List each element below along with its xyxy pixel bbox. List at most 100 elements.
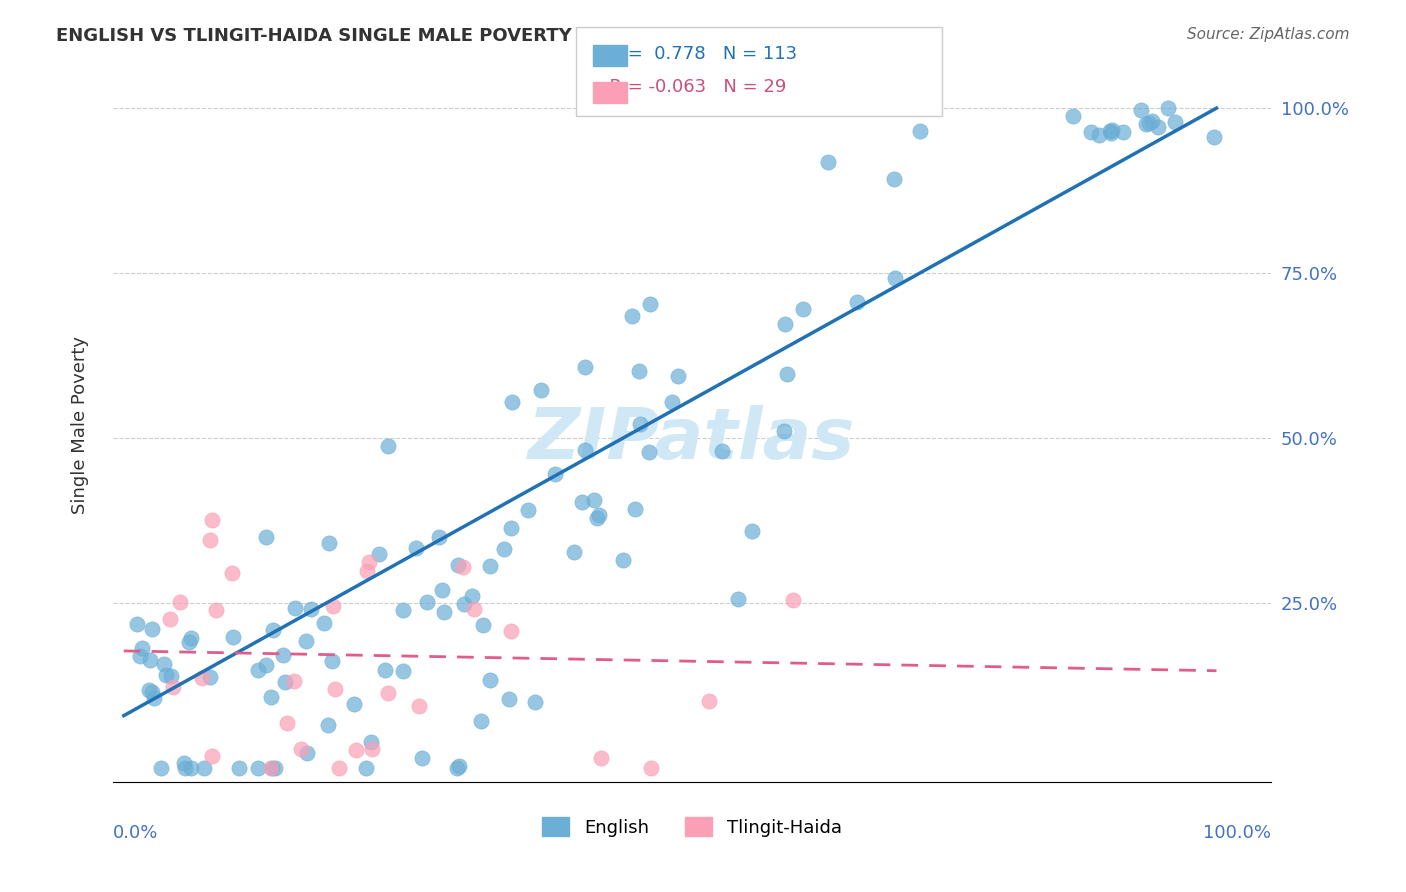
Point	[271, 648, 294, 663]
Point	[321, 654, 343, 668]
Point	[254, 530, 277, 544]
Point	[274, 675, 297, 690]
Point	[845, 295, 868, 310]
Point	[131, 641, 153, 656]
Point	[1112, 125, 1135, 139]
Point	[318, 536, 340, 550]
Point	[392, 664, 415, 678]
Point	[290, 742, 312, 756]
Point	[638, 445, 661, 459]
Point	[627, 364, 650, 378]
Point	[782, 592, 804, 607]
Point	[360, 735, 382, 749]
Point	[356, 564, 378, 578]
Point	[447, 759, 470, 773]
Point	[276, 715, 298, 730]
Point	[427, 530, 450, 544]
Point	[125, 617, 148, 632]
Point	[588, 508, 610, 523]
Point	[221, 566, 243, 580]
Point	[295, 746, 318, 760]
Point	[640, 761, 662, 775]
Point	[367, 547, 389, 561]
Point	[1129, 103, 1152, 118]
Point	[710, 444, 733, 458]
Point	[301, 602, 323, 616]
Point	[499, 521, 522, 535]
Point	[1147, 120, 1170, 134]
Point	[1140, 114, 1163, 128]
Point	[910, 124, 932, 138]
Point	[357, 555, 380, 569]
Y-axis label: Single Male Poverty: Single Male Poverty	[72, 336, 89, 514]
Point	[589, 751, 612, 765]
Point	[143, 691, 166, 706]
Text: Source: ZipAtlas.com: Source: ZipAtlas.com	[1187, 27, 1350, 42]
Point	[776, 368, 799, 382]
Point	[1164, 115, 1187, 129]
Point	[322, 599, 344, 613]
Point	[501, 394, 523, 409]
Point	[138, 683, 160, 698]
Point	[1099, 123, 1122, 137]
Point	[516, 503, 538, 517]
Point	[374, 663, 396, 677]
Point	[316, 718, 339, 732]
Point	[377, 686, 399, 700]
Point	[180, 632, 202, 646]
Point	[624, 501, 647, 516]
Point	[585, 511, 607, 525]
Legend: English, Tlingit-Haida: English, Tlingit-Haida	[536, 810, 849, 844]
Point	[141, 685, 163, 699]
Point	[162, 680, 184, 694]
Point	[582, 493, 605, 508]
Point	[153, 657, 176, 672]
Point	[1062, 109, 1084, 123]
Point	[446, 761, 468, 775]
Point	[159, 669, 181, 683]
Point	[498, 692, 520, 706]
Point	[377, 439, 399, 453]
Point	[432, 583, 454, 598]
Point	[492, 542, 515, 557]
Point	[1088, 128, 1111, 142]
Point	[562, 545, 585, 559]
Point	[177, 635, 200, 649]
Point	[169, 595, 191, 609]
Point	[159, 612, 181, 626]
Point	[884, 270, 907, 285]
Point	[1099, 126, 1122, 140]
Point	[741, 524, 763, 539]
Point	[173, 756, 195, 770]
Point	[661, 395, 683, 409]
Point	[416, 595, 439, 609]
Text: R = -0.063   N = 29: R = -0.063 N = 29	[598, 78, 786, 95]
Point	[193, 761, 215, 775]
Point	[1204, 130, 1226, 145]
Point	[201, 748, 224, 763]
Point	[727, 591, 749, 606]
Point	[447, 558, 470, 573]
Point	[354, 761, 377, 775]
Point	[544, 467, 567, 481]
Point	[247, 761, 270, 775]
Point	[222, 630, 245, 644]
Point	[260, 690, 283, 705]
Point	[463, 601, 485, 615]
Point	[453, 598, 475, 612]
Point	[391, 603, 413, 617]
Text: ENGLISH VS TLINGIT-HAIDA SINGLE MALE POVERTY CORRELATION CHART: ENGLISH VS TLINGIT-HAIDA SINGLE MALE POV…	[56, 27, 793, 45]
Point	[411, 751, 433, 765]
Point	[254, 658, 277, 673]
Point	[461, 589, 484, 603]
Point	[1135, 117, 1157, 131]
Point	[792, 301, 814, 316]
Text: R =  0.778   N = 113: R = 0.778 N = 113	[598, 45, 797, 62]
Point	[620, 310, 643, 324]
Point	[628, 417, 651, 431]
Point	[283, 674, 305, 689]
Point	[571, 495, 593, 509]
Point	[325, 682, 347, 697]
Point	[408, 698, 430, 713]
Point	[246, 663, 269, 677]
